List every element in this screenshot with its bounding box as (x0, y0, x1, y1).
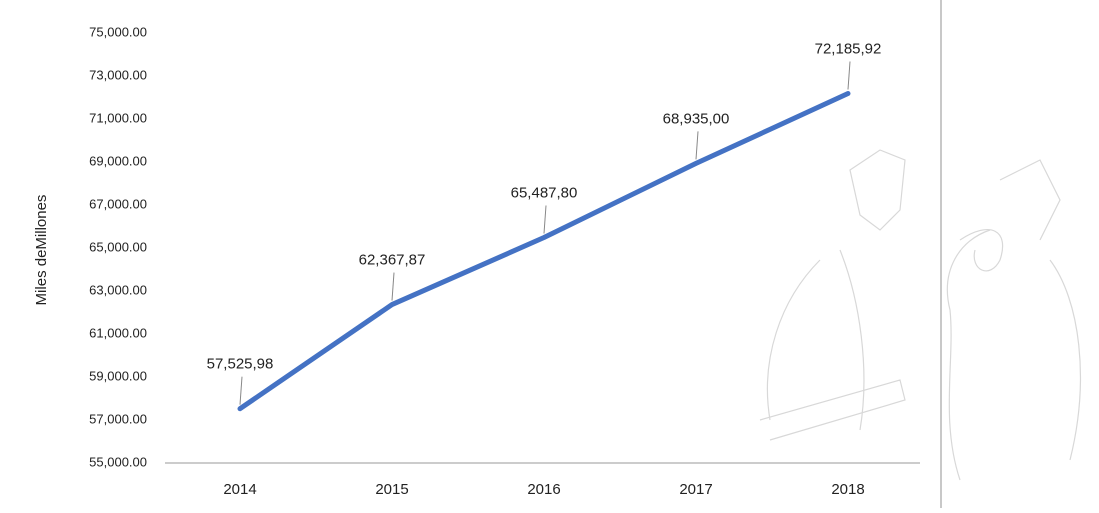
leader-line (544, 206, 546, 234)
y-axis-label: Miles deMillones (33, 195, 50, 306)
y-tick-label: 61,000.00 (89, 325, 147, 340)
leader-line (848, 62, 850, 90)
x-tick-label: 2014 (223, 481, 256, 498)
value-label: 72,185,92 (815, 40, 882, 57)
y-tick-label: 69,000.00 (89, 153, 147, 168)
y-tick-label: 65,000.00 (89, 239, 147, 254)
y-tick-label: 63,000.00 (89, 282, 147, 297)
y-tick-label: 75,000.00 (89, 24, 147, 39)
leader-line (240, 377, 242, 405)
x-tick-label: 2018 (831, 481, 864, 498)
value-label: 57,525,98 (207, 356, 274, 373)
leader-line (392, 273, 394, 301)
y-tick-label: 55,000.00 (89, 454, 147, 469)
y-tick-label: 59,000.00 (89, 368, 147, 383)
leader-line (696, 131, 698, 159)
y-tick-label: 57,000.00 (89, 411, 147, 426)
value-label: 62,367,87 (359, 252, 426, 269)
value-label: 65,487,80 (511, 184, 578, 201)
chart: Miles deMillones 55,000.00 57,000.00 59,00… (0, 0, 1099, 508)
background-sketch (760, 0, 1080, 508)
x-tick-label: 2016 (527, 481, 560, 498)
data-line (240, 94, 848, 409)
value-label: 68,935,00 (663, 110, 730, 127)
y-tick-label: 67,000.00 (89, 196, 147, 211)
x-tick-label: 2017 (679, 481, 712, 498)
x-tick-label: 2015 (375, 481, 408, 498)
page: {"chart_data": { "type": "line", "y_axis… (0, 0, 1099, 508)
y-tick-label: 71,000.00 (89, 110, 147, 125)
y-tick-label: 73,000.00 (89, 67, 147, 82)
